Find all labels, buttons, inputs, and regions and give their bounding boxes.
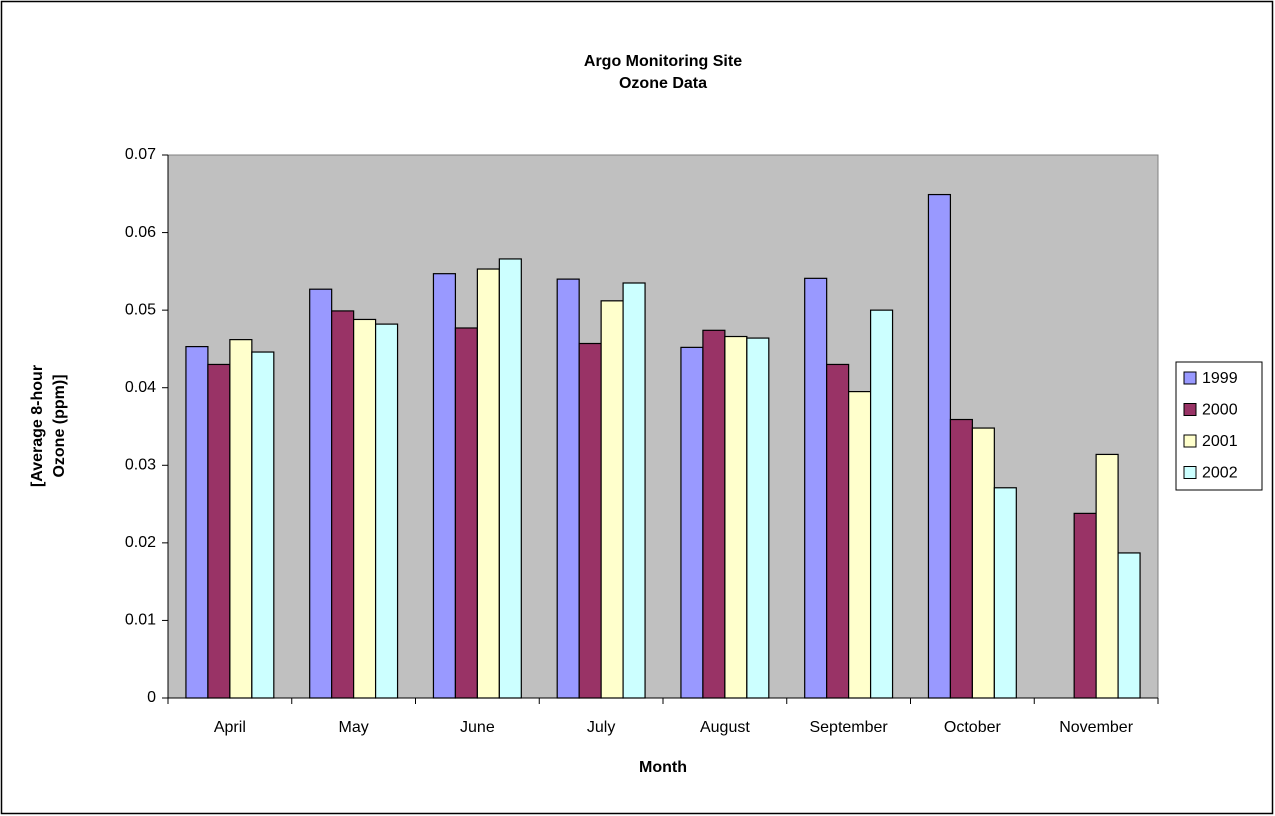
y-tick-label: 0.05 — [125, 301, 156, 318]
x-tick-label: April — [214, 719, 246, 736]
bar — [498, 258, 522, 699]
x-tick-label: October — [944, 719, 1002, 736]
bar — [309, 288, 333, 699]
bar — [432, 273, 457, 699]
legend-swatch — [1183, 371, 1197, 385]
legend-swatch — [1183, 434, 1197, 448]
bar — [993, 487, 1017, 699]
x-tick-label: May — [339, 719, 369, 736]
x-tick-label: July — [587, 719, 615, 736]
bar — [600, 300, 624, 699]
bar — [702, 329, 726, 699]
y-tick-label: 0.01 — [125, 612, 156, 629]
bar — [724, 335, 748, 699]
bar — [578, 342, 602, 699]
bar — [1117, 552, 1141, 699]
chart-subtitle: Ozone Data — [619, 75, 707, 92]
bar — [229, 339, 253, 699]
legend-swatch — [1183, 403, 1197, 416]
legend-label: 2002 — [1202, 465, 1238, 482]
bar — [971, 427, 995, 699]
x-tick-label: August — [700, 719, 750, 736]
y-tick-label: 0 — [147, 689, 156, 706]
bar — [746, 337, 770, 699]
y-axis-label-line: Ozone (ppm)] — [51, 374, 68, 477]
bar — [374, 323, 399, 699]
bar — [869, 309, 894, 699]
legend-swatch — [1183, 466, 1197, 479]
x-tick-label: June — [460, 719, 495, 736]
x-axis-label: Month — [639, 759, 687, 776]
bar — [556, 278, 580, 699]
bar — [927, 193, 952, 699]
x-tick-label: November — [1059, 719, 1133, 736]
y-tick-label: 0.06 — [125, 224, 156, 241]
y-tick-label: 0.04 — [125, 379, 156, 396]
bar — [185, 346, 209, 699]
y-tick-label: 0.03 — [125, 457, 156, 474]
bar — [680, 346, 704, 699]
legend-label: 2001 — [1202, 433, 1238, 450]
bar — [1095, 453, 1119, 699]
bar — [949, 418, 973, 699]
y-axis-label-line: [Average 8-hour — [29, 365, 46, 487]
bar — [1073, 512, 1097, 699]
bar — [331, 310, 355, 699]
legend-label: 2000 — [1202, 402, 1238, 419]
x-tick-label: September — [809, 719, 888, 736]
bar — [804, 277, 828, 699]
y-tick-label: 0.02 — [125, 534, 156, 551]
y-axis-label: [Average 8-hour Ozone (ppm)] — [29, 365, 68, 487]
bar — [454, 327, 478, 699]
chart-title: Argo Monitoring Site — [584, 53, 742, 70]
bar — [622, 282, 646, 699]
bar — [826, 363, 850, 699]
y-tick-label: 0.07 — [125, 146, 156, 163]
legend-label: 1999 — [1202, 370, 1238, 387]
bar — [251, 351, 275, 699]
bar — [848, 390, 872, 699]
bar — [353, 318, 377, 699]
bar — [476, 268, 500, 699]
bar — [207, 363, 231, 699]
